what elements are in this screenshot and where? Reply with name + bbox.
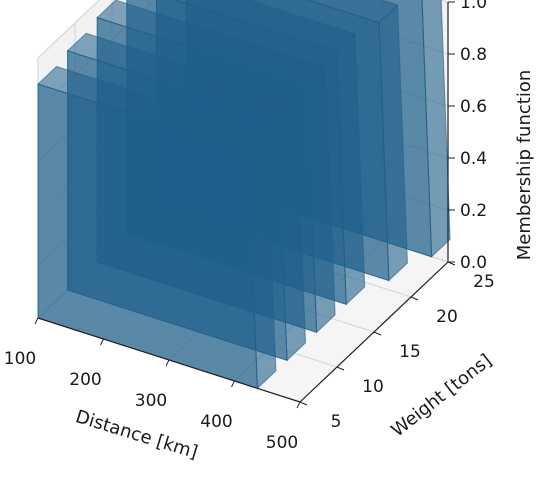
z-tick-label: 0.6: [460, 97, 487, 117]
y-tick-label: 25: [473, 272, 495, 292]
x-tick-label: 100: [4, 349, 36, 369]
y-tick-mark: [336, 366, 345, 371]
x-tick-label: 200: [69, 370, 101, 390]
surface-slabs: [37, 0, 451, 390]
surface-side-face: [335, 32, 366, 306]
y-tick-mark: [410, 296, 419, 301]
y-tick-label: 5: [331, 412, 342, 432]
x-tick-label: 400: [200, 412, 232, 432]
z-tick-label: 0.4: [460, 149, 487, 169]
x-tick-mark: [100, 338, 104, 346]
surface-side-face: [247, 132, 277, 390]
y-tick-label: 15: [399, 342, 421, 362]
x-tick-label: 500: [266, 433, 298, 453]
z-tick-label: 1.0: [460, 0, 487, 13]
x-tick-mark: [231, 380, 235, 388]
x-axis-label: Distance [km]: [73, 406, 200, 463]
y-tick-mark: [299, 401, 308, 406]
z-axis-label: Membership function: [514, 70, 535, 261]
surface-side-face: [276, 99, 307, 362]
axis-ticks: 100 200 300 400 500 5 10 15 20 250.0 0.2 0.4 0.6 0.8 1…: [4, 0, 495, 453]
surface-slab: [37, 65, 277, 390]
x-tick-mark: [165, 359, 170, 367]
surface-side-face: [306, 66, 336, 334]
grid-line-z: [37, 0, 449, 59]
x-tick-mark: [34, 317, 39, 325]
z-tick-label: 0.2: [460, 201, 487, 221]
x-tick-label: 300: [135, 391, 167, 411]
z-tick-label: 0.0: [460, 253, 487, 273]
y-tick-mark: [373, 331, 382, 336]
y-tick-label: 10: [362, 377, 384, 397]
surface-side-face: [421, 0, 451, 258]
x-tick-mark: [296, 401, 301, 409]
y-axis-label: Weight [tons]: [387, 350, 496, 441]
surface-side-face: [378, 3, 408, 282]
y-tick-label: 20: [436, 307, 458, 327]
z-tick-label: 0.8: [460, 45, 487, 65]
